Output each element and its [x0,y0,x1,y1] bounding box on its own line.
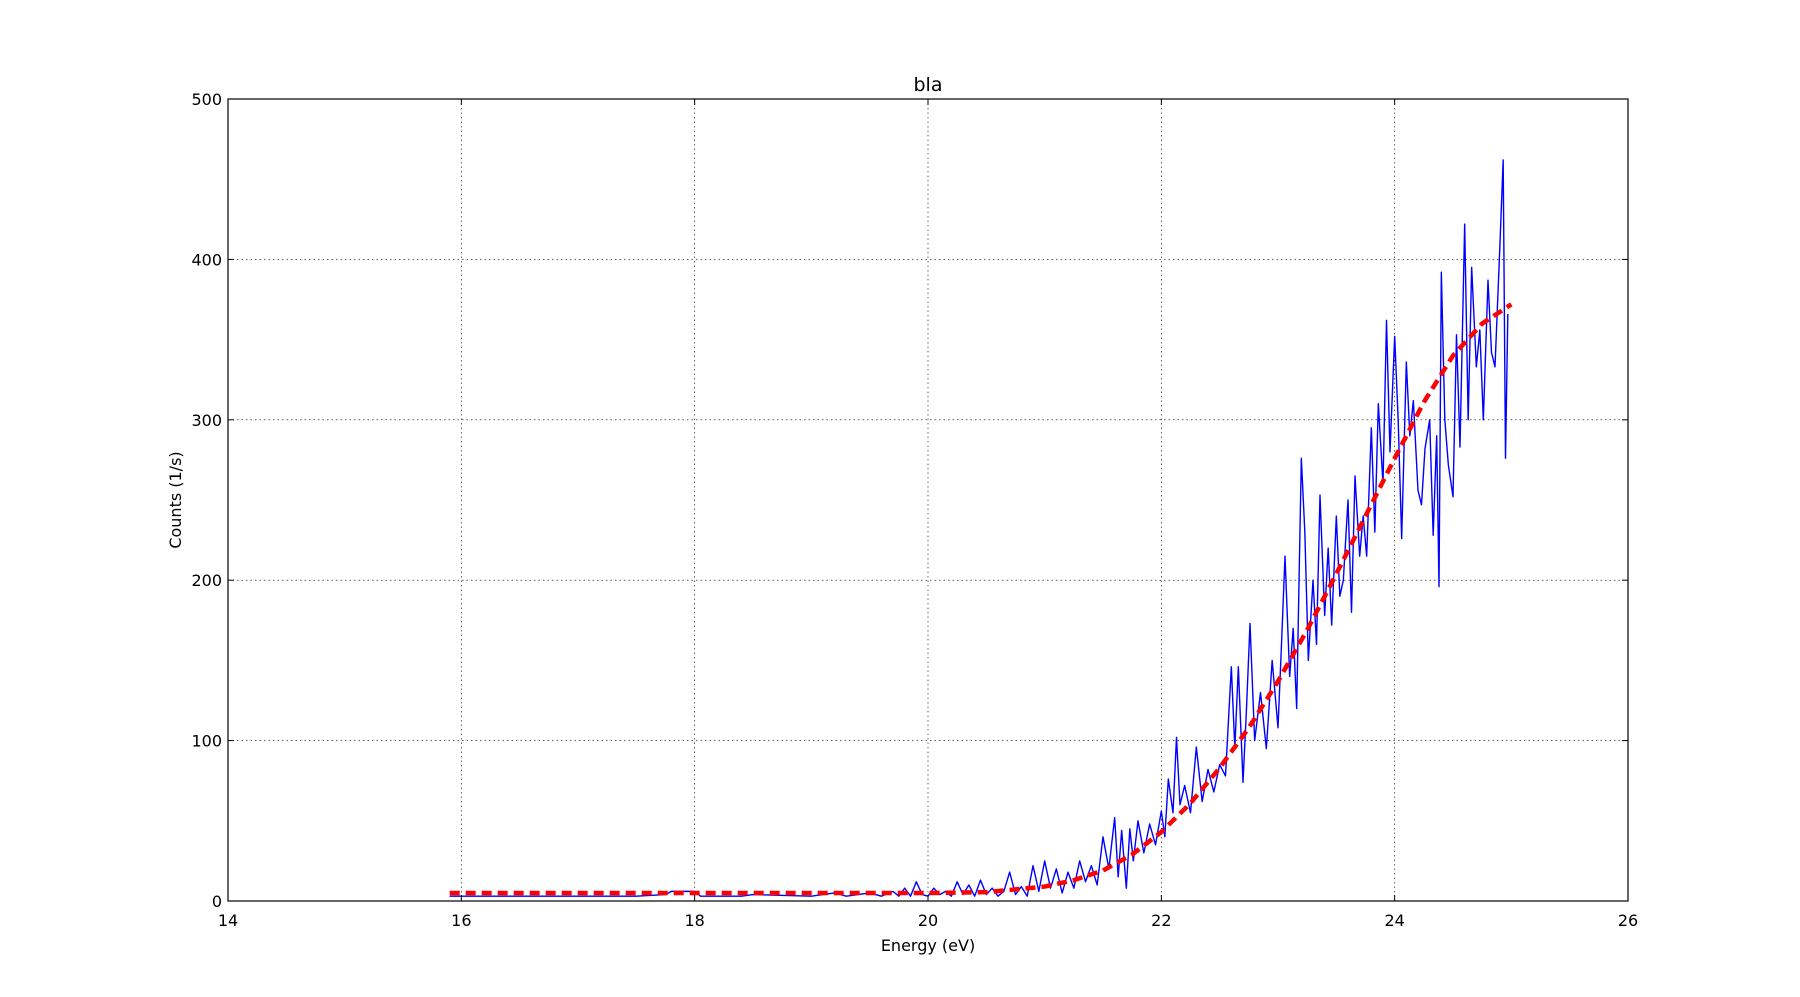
x-tick-label: 14 [218,911,238,930]
y-tick-label: 0 [212,892,222,911]
x-axis-label: Energy (eV) [881,936,975,955]
ticks: 14 16 18 20 22 24 26 0 100 200 300 400 500 [191,90,1638,930]
y-tick-label: 100 [191,732,222,751]
y-tick-label: 200 [191,571,222,590]
y-tick-label: 500 [191,90,222,109]
x-tick-label: 24 [1384,911,1404,930]
y-tick-label: 300 [191,411,222,430]
series-line-1 [449,159,1509,897]
y-axis-label: Counts (1/s) [166,451,185,548]
y-tick-label: 400 [191,250,222,269]
series-layer [449,159,1513,897]
x-tick-label: 20 [918,911,938,930]
x-tick-label: 26 [1618,911,1638,930]
series-line-2 [449,302,1513,896]
x-tick-label: 16 [451,911,471,930]
x-tick-label: 22 [1151,911,1171,930]
grid [227,98,1629,902]
chart-title: bla [914,74,943,96]
x-tick-label: 18 [684,911,704,930]
